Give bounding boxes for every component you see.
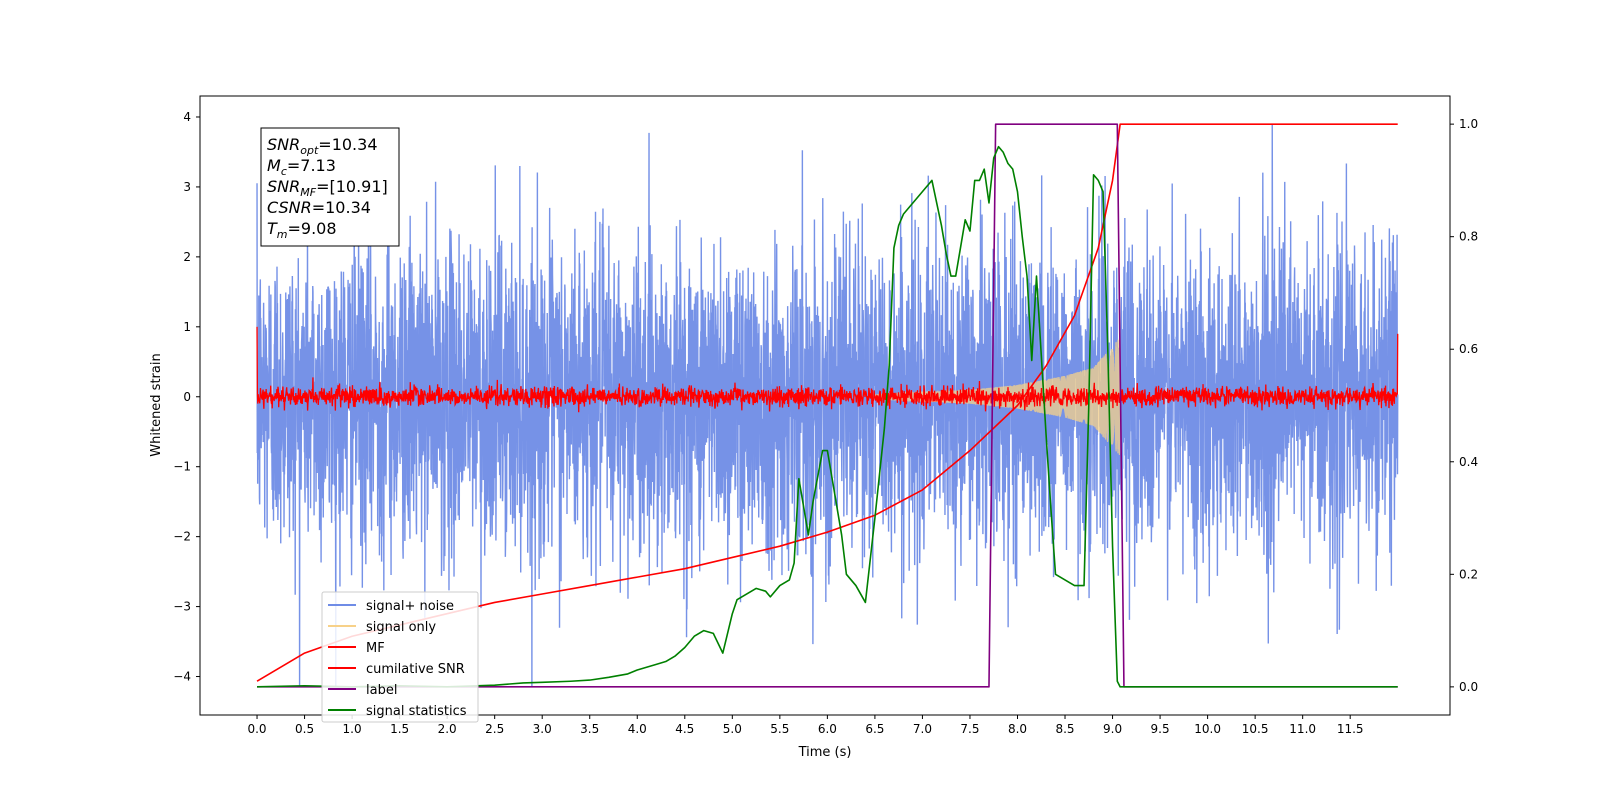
legend-label: signal+ noise	[366, 599, 454, 614]
legend-label: signal only	[366, 620, 436, 635]
x-tick-label: 2.0	[438, 722, 457, 736]
series-mf	[256, 326, 1399, 413]
y-tick-label-left: −2	[173, 530, 191, 544]
x-axis-label: Time (s)	[798, 745, 852, 760]
x-tick-label: 4.0	[628, 722, 647, 736]
x-tick-label: 8.5	[1055, 722, 1074, 736]
annotation-line: Tm=9.08	[267, 219, 337, 241]
x-tick-label: 4.5	[675, 722, 694, 736]
annotation-line: SNRMF=[10.91]	[267, 177, 388, 199]
x-tick-label: 3.5	[580, 722, 599, 736]
annotation-line: SNRopt=10.34	[267, 135, 378, 157]
x-tick-label: 3.0	[533, 722, 552, 736]
x-tick-label: 6.0	[818, 722, 837, 736]
y-tick-label-right: 1.0	[1459, 117, 1478, 131]
y-axis-left: 4 3 2 1 0 −1 −2 −3 −4	[173, 110, 200, 684]
x-tick-label: 10.5	[1242, 722, 1269, 736]
legend-label: MF	[366, 641, 385, 656]
y-tick-label-right: 0.0	[1459, 680, 1478, 694]
y-tick-label-right: 0.4	[1459, 455, 1478, 469]
y-tick-label-left: −3	[173, 600, 191, 614]
annotation-frame	[260, 127, 400, 247]
y-tick-label-left: −1	[173, 460, 191, 474]
x-tick-label: 1.0	[343, 722, 362, 736]
legend-label: signal statistics	[366, 704, 467, 719]
y-tick-label-left: −4	[173, 670, 191, 684]
y-tick-label-left: 2	[183, 250, 191, 264]
x-tick-label: 5.5	[770, 722, 789, 736]
legend-frame	[321, 591, 479, 723]
x-axis: 0.0 0.5 1.0 1.5 2.0 2.5 3.0 3.5 4.0 4.5 5.0 5.5 6.0 6…	[247, 715, 1364, 736]
x-tick-label: 9.0	[1103, 722, 1122, 736]
x-tick-label: 6.5	[865, 722, 884, 736]
y-tick-label-left: 4	[183, 110, 191, 124]
x-tick-label: 0.0	[247, 722, 266, 736]
x-tick-label: 10.0	[1194, 722, 1221, 736]
x-tick-label: 5.0	[723, 722, 742, 736]
legend-label: cumilative SNR	[366, 662, 465, 677]
x-tick-label: 2.5	[485, 722, 504, 736]
x-tick-label: 0.5	[295, 722, 314, 736]
y-tick-label-left: 0	[183, 390, 191, 404]
x-tick-label: 8.0	[1008, 722, 1027, 736]
series-signal-noise	[256, 123, 1399, 688]
annotation-line: Mc=7.13	[267, 156, 336, 178]
x-tick-label: 1.5	[390, 722, 409, 736]
plot-frame	[199, 95, 1451, 716]
y-tick-label-left: 1	[183, 320, 191, 334]
legend: signal+ noise signal only MF cumilative SNR…	[321, 591, 479, 723]
x-tick-label: 7.5	[960, 722, 979, 736]
y-tick-label-right: 0.6	[1459, 342, 1478, 356]
y-tick-label-right: 0.8	[1459, 230, 1478, 244]
legend-label: label	[366, 683, 397, 698]
y-tick-label-left: 3	[183, 180, 191, 194]
y-tick-label-right: 0.2	[1459, 567, 1478, 581]
x-tick-label: 9.5	[1151, 722, 1170, 736]
x-tick-label: 11.0	[1289, 722, 1316, 736]
x-tick-label: 7.0	[913, 722, 932, 736]
y-axis-right: 1.0 0.8 0.6 0.4 0.2 0.0	[1450, 117, 1478, 694]
y-axis-label: Whitened strain	[149, 353, 164, 456]
x-tick-label: 11.5	[1337, 722, 1364, 736]
annotation-box: SNRopt=10.34Mc=7.13SNRMF=[10.91]CSNR=10.…	[260, 127, 400, 247]
annotation-line: CSNR=10.34	[267, 198, 371, 217]
series-signal-statistics	[257, 145, 1398, 688]
